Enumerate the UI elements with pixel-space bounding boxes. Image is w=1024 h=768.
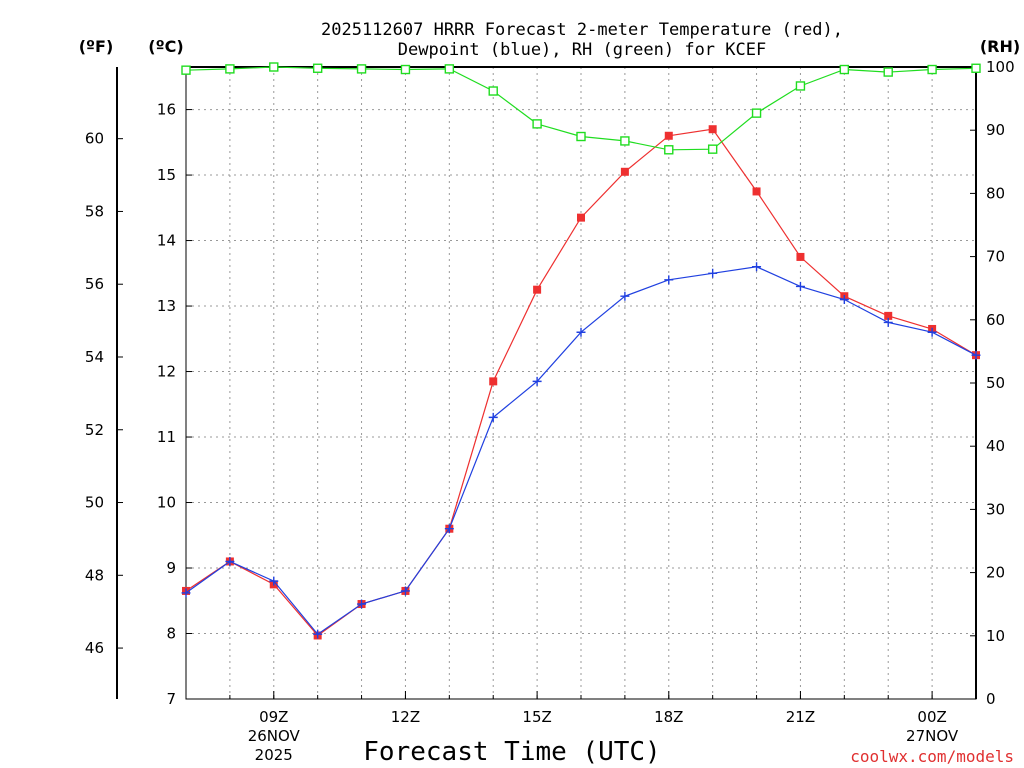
rh-tick-label: 50 [986, 374, 1005, 392]
rh-point [795, 81, 806, 91]
x-tick-date-label: 27NOV [906, 727, 959, 745]
dewpoint-line [185, 266, 977, 636]
dewpoint-point [400, 586, 410, 596]
x-axis-label: Forecast Time (UTC) [363, 737, 660, 767]
x-tick-label: 09Z [259, 708, 288, 726]
gridlines [186, 67, 976, 699]
rh-tick-label: 0 [986, 690, 996, 708]
rh-tick-label: 30 [986, 500, 1005, 518]
temperature-point [489, 377, 498, 386]
celsius-tick-label: 11 [157, 428, 176, 446]
celsius-tick-label: 8 [166, 625, 176, 643]
fahrenheit-tick-label: 58 [85, 202, 104, 220]
dewpoint-point [883, 317, 893, 327]
x-tick-date-label: 2025 [255, 746, 293, 764]
rh-point [312, 63, 323, 73]
fahrenheit-unit-label: (ºF) [79, 37, 114, 56]
fahrenheit-tick-label: 48 [85, 566, 104, 584]
rh-unit-label: (RH) [980, 37, 1020, 56]
temperature-point [664, 131, 673, 140]
rh-point [927, 64, 937, 75]
dewpoint-point [795, 281, 805, 291]
rh-point [971, 63, 981, 73]
dewpoint-point [620, 291, 630, 301]
chart-title-line-2: Dewpoint (blue), RH (green) for KCEF [398, 40, 766, 60]
rh-tick-label: 40 [986, 437, 1005, 455]
rh-point [269, 62, 279, 72]
x-tick-label: 00Z [917, 708, 946, 726]
plot-frame [185, 66, 977, 700]
dewpoint-point [444, 524, 454, 534]
temperature-point [533, 285, 542, 294]
dewpoint-point [752, 262, 762, 272]
fahrenheit-tick-label: 60 [85, 130, 104, 148]
rh-point [488, 86, 498, 96]
rh-point [225, 64, 235, 74]
fahrenheit-tick-label: 54 [85, 348, 104, 366]
temperature-point [796, 252, 805, 261]
rh-point [400, 64, 411, 75]
rh-point [751, 108, 762, 118]
x-tick-label: 12Z [391, 708, 420, 726]
rh-point [664, 145, 674, 155]
celsius-tick-label: 15 [157, 166, 176, 184]
temperature-point [620, 167, 629, 176]
rh-tick-label: 100 [986, 58, 1015, 76]
celsius-tick-label: 7 [166, 690, 176, 708]
dewpoint-point [488, 412, 498, 422]
rh-point [839, 64, 850, 75]
celsius-tick-label: 13 [157, 297, 176, 315]
dewpoint-point [225, 556, 235, 566]
rh-point [532, 119, 542, 129]
rh-tick-label: 20 [986, 564, 1005, 582]
dewpoint-point [532, 376, 542, 386]
dewpoint-point [708, 268, 718, 278]
dewpoint-point [839, 294, 849, 304]
rh-tick-label: 70 [986, 248, 1005, 266]
x-tick-label: 18Z [654, 708, 683, 726]
temperature-point [708, 125, 717, 134]
celsius-tick-label: 10 [157, 494, 176, 512]
rh-tick-label: 80 [986, 184, 1005, 202]
x-tick-label: 21Z [786, 708, 815, 726]
celsius-tick-label: 9 [166, 559, 176, 577]
rh-point [620, 136, 630, 146]
temperature-point [577, 213, 585, 222]
dewpoint-point [664, 275, 674, 285]
fahrenheit-tick-label: 56 [85, 275, 104, 293]
x-tick-date-label: 26NOV [248, 727, 301, 745]
rh-point [707, 144, 718, 154]
celsius-tick-label: 16 [157, 101, 176, 119]
dewpoint-point [313, 629, 323, 639]
rh-tick-label: 90 [986, 121, 1005, 139]
celsius-tick-label: 12 [157, 363, 176, 381]
rh-point [181, 65, 191, 75]
rh-tick-label: 60 [986, 311, 1005, 329]
dewpoint-point [357, 599, 367, 609]
rh-tick-label: 10 [986, 627, 1005, 645]
rh-point [576, 131, 586, 142]
credit-text: coolwx.com/models [850, 747, 1014, 766]
dewpoint-point [927, 327, 937, 337]
data-series [181, 62, 981, 640]
dewpoint-point [269, 576, 279, 586]
temperature-point [884, 311, 893, 320]
dewpoint-point [576, 327, 586, 337]
fahrenheit-tick-label: 52 [85, 421, 104, 439]
temperature-point [752, 187, 761, 196]
fahrenheit-tick-label: 46 [85, 639, 104, 657]
axes: 7 8 9 10 11 12 13 14 15 16 46 48 50 52 54 56 58 60 0 10 20 30… [85, 58, 1015, 764]
dewpoint-point [181, 588, 191, 598]
dewpoint-point [971, 350, 981, 360]
rh-point [444, 64, 455, 74]
celsius-tick-label: 14 [157, 232, 176, 250]
rh-point [883, 67, 893, 77]
rh-point [356, 64, 367, 74]
x-tick-label: 15Z [522, 708, 551, 726]
chart-title-line-1: 2025112607 HRRR Forecast 2-meter Tempera… [321, 20, 843, 40]
celsius-unit-label: (ºC) [148, 37, 183, 56]
fahrenheit-tick-label: 50 [85, 494, 104, 512]
